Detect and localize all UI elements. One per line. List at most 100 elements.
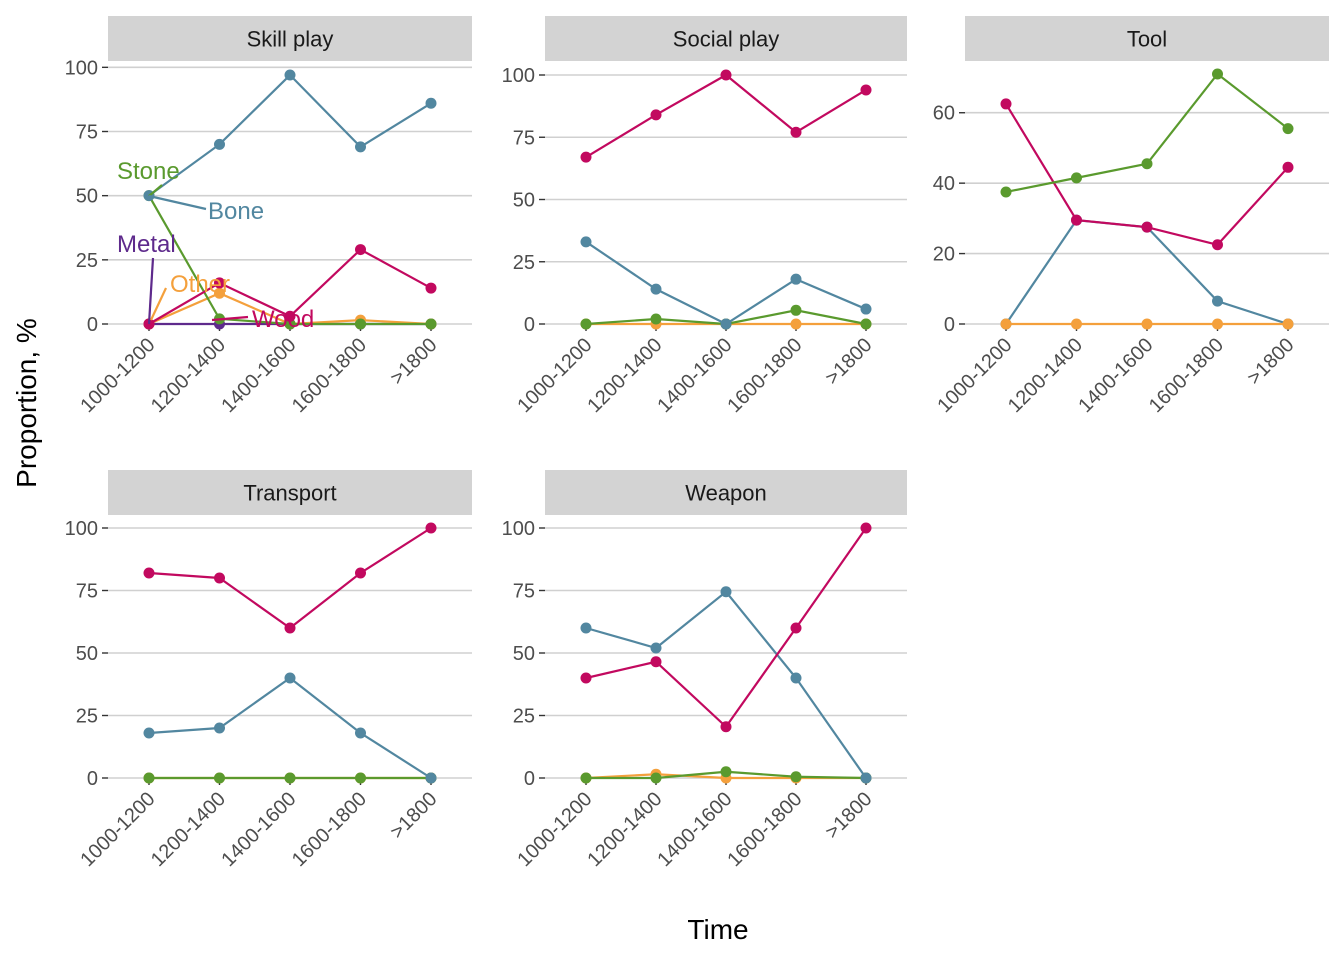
data-point-social-play-wood-1 <box>650 109 662 121</box>
data-point-transport-bone-2 <box>284 672 296 684</box>
data-point-transport-stone-1 <box>214 772 225 784</box>
x-tick-label-tool-2: 1400-1600 <box>1074 334 1157 417</box>
y-tick-label-skill-play-75: 75 <box>76 122 98 144</box>
data-point-transport-bone-4 <box>425 772 437 784</box>
y-tick-label-weapon-25: 25 <box>513 706 535 728</box>
data-point-transport-stone-3 <box>355 772 366 784</box>
data-point-tool-other-2 <box>1141 318 1153 330</box>
data-point-weapon-wood-2 <box>720 721 732 733</box>
panel-weapon: Weapon 0 25 50 75 100 1000-12001200-14001400-1… <box>502 470 907 871</box>
data-point-transport-bone-3 <box>355 727 366 739</box>
data-point-tool-other-0 <box>1000 318 1012 330</box>
x-tick-label-weapon-1: 1200-1400 <box>583 788 666 871</box>
data-point-social-play-bone-2 <box>720 318 732 330</box>
data-point-social-play-bone-1 <box>650 283 662 295</box>
facet-strip-transport <box>108 470 472 515</box>
other-label-leader <box>150 287 167 321</box>
x-tick-label-social-play-2: 1400-1600 <box>653 334 736 417</box>
data-point-skill-play-stone-4 <box>425 318 437 330</box>
series-line-social-play-wood <box>585 73 867 159</box>
x-tick-label-weapon-2: 1400-1600 <box>653 788 736 871</box>
series-line-tool-bone <box>1005 218 1289 326</box>
data-point-weapon-bone-4 <box>860 772 872 784</box>
series-line-skill-play-bone <box>148 73 432 197</box>
facet-strip-social-play <box>545 16 907 61</box>
data-point-tool-other-1 <box>1071 318 1082 330</box>
y-tick-label-social-play-25: 25 <box>513 252 535 274</box>
data-point-tool-stone-3 <box>1212 68 1223 80</box>
data-point-skill-play-wood-3 <box>355 244 366 256</box>
data-point-social-play-bone-0 <box>580 236 592 248</box>
y-tick-label-tool-60: 60 <box>933 103 955 125</box>
panel-skill-play: Skill play 0 25 50 75 100 1000-12001200-140014… <box>65 16 472 417</box>
data-point-skill-play-bone-3 <box>355 141 366 153</box>
facet-title-transport: Transport <box>243 481 336 506</box>
data-point-social-play-stone-4 <box>860 318 872 330</box>
data-point-weapon-wood-1 <box>650 656 662 668</box>
x-tick-label-tool-3: 1600-1800 <box>1145 334 1228 417</box>
data-point-skill-play-bone-2 <box>284 69 296 81</box>
y-tick-label-weapon-100: 100 <box>502 518 535 540</box>
y-tick-label-tool-0: 0 <box>944 314 955 336</box>
y-tick-label-tool-20: 20 <box>933 244 955 266</box>
metal-series-label: Metal <box>117 231 176 258</box>
stone-label-leader <box>148 184 163 197</box>
facet-strip-tool <box>965 16 1329 61</box>
series-line-transport-bone <box>148 676 432 779</box>
data-point-tool-wood-4 <box>1282 161 1294 173</box>
y-tick-label-social-play-75: 75 <box>513 127 535 149</box>
bone-series-label: Bone <box>208 198 264 225</box>
data-point-weapon-bone-1 <box>650 642 662 654</box>
y-tick-label-social-play-100: 100 <box>502 65 535 87</box>
data-point-transport-bone-0 <box>143 727 155 739</box>
x-tick-label-weapon-0: 1000-1200 <box>513 788 596 871</box>
x-tick-label-transport-2: 1400-1600 <box>217 788 300 871</box>
y-tick-label-transport-0: 0 <box>87 768 98 790</box>
data-point-social-play-wood-2 <box>720 69 732 81</box>
data-point-social-play-stone-0 <box>580 318 592 330</box>
data-point-weapon-wood-0 <box>580 672 592 684</box>
y-tick-label-transport-100: 100 <box>65 518 98 540</box>
panel-transport: Transport 0 25 50 75 100 1000-12001200-1400140… <box>65 470 472 871</box>
y-tick-label-social-play-0: 0 <box>524 314 535 336</box>
data-point-weapon-bone-2 <box>720 586 732 598</box>
facet-title-weapon: Weapon <box>685 481 767 506</box>
x-tick-label-transport-4: >1800 <box>386 788 441 843</box>
x-tick-label-social-play-1: 1200-1400 <box>583 334 666 417</box>
x-tick-label-tool-1: 1200-1400 <box>1004 334 1087 417</box>
x-axis-title: Time <box>687 914 748 945</box>
data-point-transport-bone-1 <box>214 722 225 734</box>
x-tick-label-transport-1: 1200-1400 <box>147 788 230 871</box>
data-point-social-play-bone-3 <box>790 273 802 285</box>
x-tick-label-social-play-3: 1600-1800 <box>723 334 806 417</box>
panel-tool: Tool 0 20 40 60 1000-12001200-14001400-160016… <box>933 16 1329 417</box>
data-point-transport-wood-4 <box>425 522 437 534</box>
data-point-weapon-wood-3 <box>790 622 802 634</box>
data-point-skill-play-bone-1 <box>214 138 225 150</box>
panel-social-play: Social play02550751001000-12001200-14001… <box>502 16 907 417</box>
data-point-transport-stone-2 <box>284 772 296 784</box>
y-tick-label-transport-50: 50 <box>76 643 98 665</box>
series-line-transport-wood <box>148 527 432 630</box>
data-point-tool-stone-4 <box>1282 123 1294 135</box>
data-point-tool-wood-1 <box>1071 214 1082 226</box>
data-point-weapon-bone-3 <box>790 672 802 684</box>
x-tick-label-social-play-4: >1800 <box>821 334 876 389</box>
y-axis-title: Proportion, % <box>11 318 42 488</box>
series-line-weapon-wood <box>585 527 867 729</box>
metal-label-leader <box>147 257 155 325</box>
x-tick-label-skill-play-2: 1400-1600 <box>217 334 300 417</box>
data-point-transport-wood-1 <box>214 572 225 584</box>
data-point-social-play-stone-3 <box>790 304 802 316</box>
data-point-transport-wood-0 <box>143 567 155 579</box>
data-point-weapon-stone-2 <box>720 766 732 778</box>
y-tick-label-skill-play-50: 50 <box>76 186 98 208</box>
data-point-social-play-other-3 <box>790 318 802 330</box>
data-point-social-play-bone-4 <box>860 303 872 315</box>
y-tick-label-transport-75: 75 <box>76 581 98 603</box>
panels: Skill play02550751001000-12001200-140014… <box>65 16 1329 871</box>
y-tick-label-weapon-0: 0 <box>524 768 535 790</box>
data-point-skill-play-other-1 <box>214 287 225 299</box>
data-point-transport-wood-3 <box>355 567 366 579</box>
x-tick-label-transport-0: 1000-1200 <box>76 788 159 871</box>
